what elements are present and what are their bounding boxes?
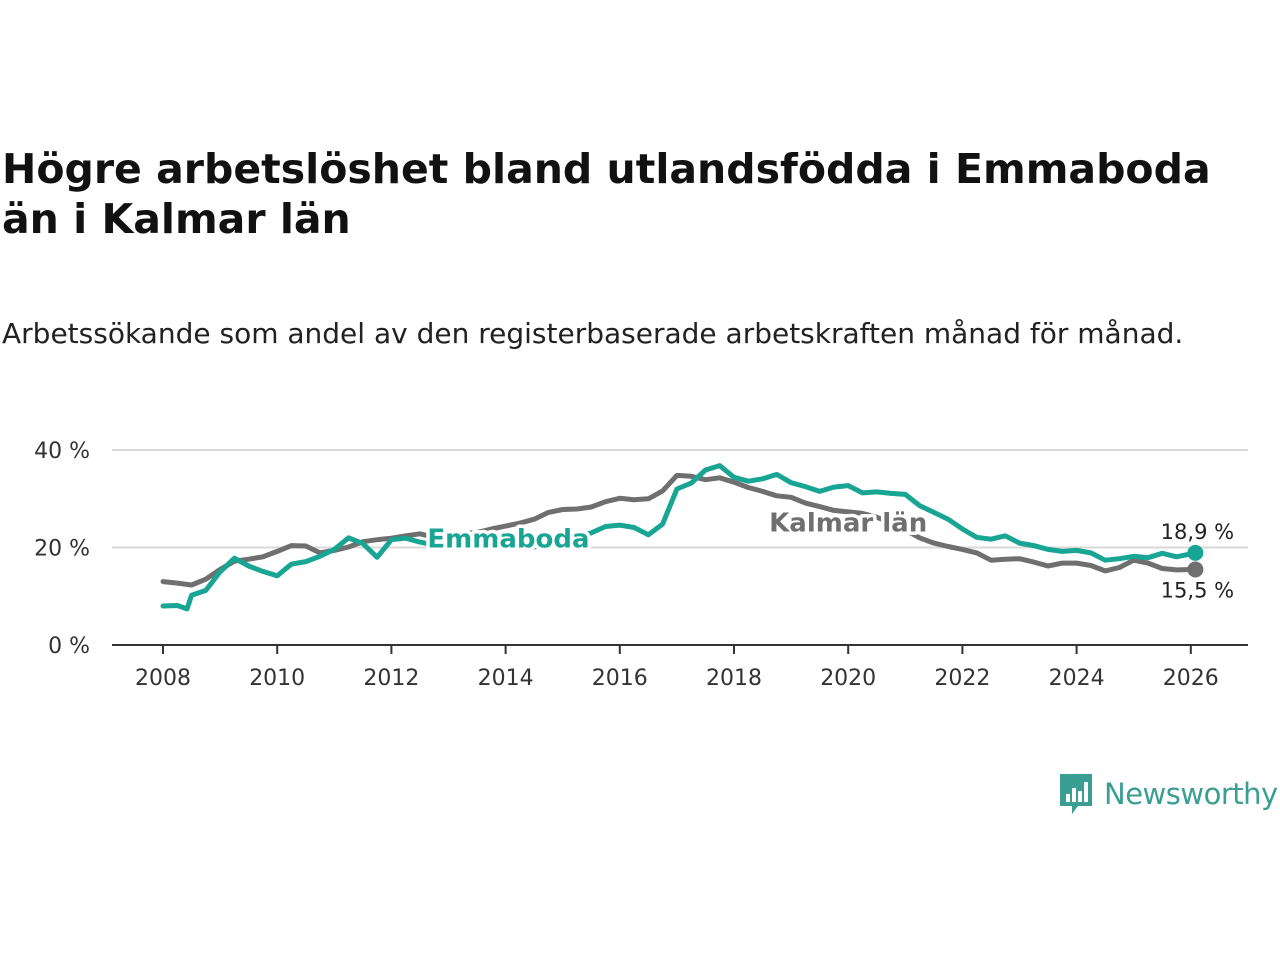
series-line-kalmar-län [160, 472, 1198, 588]
x-tick-label: 2012 [363, 666, 419, 691]
chart-subtitle: Arbetssökande som andel av den registerb… [2, 317, 1184, 350]
y-tick-label: 0 % [48, 634, 90, 659]
end-value-label: 15,5 % [1161, 578, 1234, 602]
newsworthy-chart-icon [1060, 774, 1092, 814]
end-point-kalmar-län [1187, 561, 1204, 578]
x-tick-label: 2024 [1049, 666, 1105, 691]
x-tick-label: 2016 [592, 666, 648, 691]
x-tick-label: 2022 [934, 666, 990, 691]
series-lines [160, 463, 1204, 612]
y-tick-label: 40 % [34, 439, 90, 464]
x-axis: 2008 2010 2012 2014 2016 2018 2020 2022 2024 2026 [112, 644, 1248, 691]
series-labels: 15,5 % 18,9 % Emmaboda Kalmar län [424, 505, 1234, 603]
x-tick-label: 2026 [1163, 666, 1219, 691]
y-tick-label: 20 % [34, 537, 90, 562]
series-line-emmaboda [160, 463, 1198, 612]
chart-title: Högre arbetslöshet bland utlandsfödda i … [2, 145, 1211, 243]
x-tick-label: 2018 [706, 666, 762, 691]
series-label-kalmar-län: Kalmar län [769, 508, 927, 538]
x-tick-label: 2020 [820, 666, 876, 691]
logo-text: Newsworthy [1104, 777, 1278, 811]
x-tick-label: 2008 [135, 666, 191, 691]
series-label-emmaboda: Emmaboda [427, 525, 589, 555]
line-chart: 0 % 20 % 40 % 2008 2010 2012 2014 2016 2018 2020… [34, 439, 1248, 691]
end-point-emmaboda [1187, 544, 1204, 561]
end-value-label: 18,9 % [1161, 520, 1234, 544]
x-tick-label: 2014 [478, 666, 534, 691]
newsworthy-logo: Newsworthy [1058, 772, 1278, 816]
x-tick-label: 2010 [249, 666, 305, 691]
